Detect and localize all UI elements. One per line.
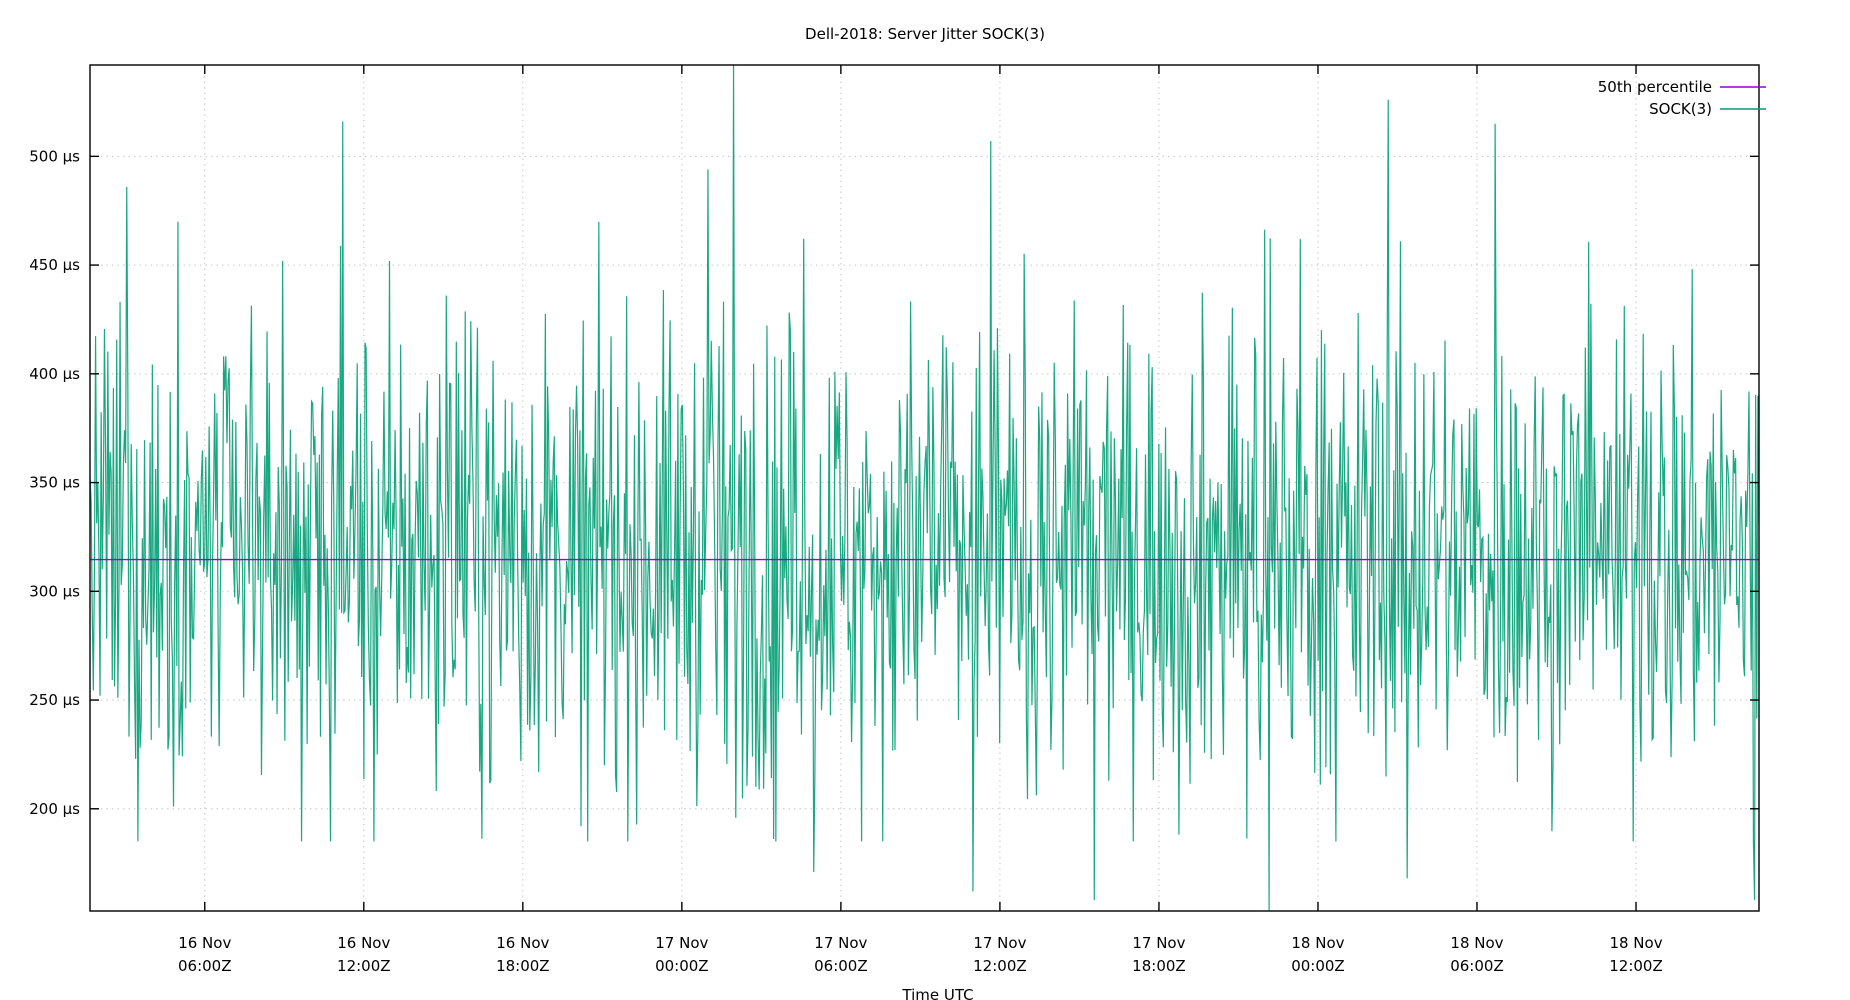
x-tick-label-time: 06:00Z xyxy=(178,957,232,975)
y-tick-label: 250 µs xyxy=(29,691,80,709)
x-tick-label-date: 17 Nov xyxy=(1132,934,1185,952)
x-tick-label-time: 18:00Z xyxy=(1132,957,1186,975)
x-axis: 16 Nov 06:00Z 16 Nov 12:00Z 16 Nov 18:00Z 17 N… xyxy=(178,65,1663,975)
x-tick-label-time: 12:00Z xyxy=(1609,957,1663,975)
x-tick-label-date: 17 Nov xyxy=(655,934,708,952)
y-tick-label: 450 µs xyxy=(29,256,80,274)
x-tick-label-time: 00:00Z xyxy=(655,957,709,975)
y-axis: 200 µs 250 µs 300 µs 350 µs 400 µs 450 µs 500 … xyxy=(29,147,1759,818)
legend: 50th percentile SOCK(3) xyxy=(1598,78,1766,118)
series-sock3-line xyxy=(90,65,1759,911)
x-tick-label-date: 18 Nov xyxy=(1450,934,1503,952)
x-tick-label-date: 17 Nov xyxy=(814,934,867,952)
chart-title: Dell-2018: Server Jitter SOCK(3) xyxy=(805,25,1045,43)
x-tick-label-time: 12:00Z xyxy=(337,957,391,975)
x-tick-label-time: 12:00Z xyxy=(973,957,1027,975)
x-tick-label-date: 18 Nov xyxy=(1609,934,1662,952)
legend-label-sock3: SOCK(3) xyxy=(1649,100,1712,118)
x-tick-label-date: 18 Nov xyxy=(1291,934,1344,952)
x-tick-label-date: 16 Nov xyxy=(496,934,549,952)
x-tick-label-time: 18:00Z xyxy=(496,957,550,975)
y-tick-label: 500 µs xyxy=(29,147,80,165)
y-tick-label: 300 µs xyxy=(29,582,80,600)
x-tick-label-date: 16 Nov xyxy=(178,934,231,952)
y-tick-label: 400 µs xyxy=(29,365,80,383)
legend-label-50th-percentile: 50th percentile xyxy=(1598,78,1712,96)
x-tick-label-date: 16 Nov xyxy=(337,934,390,952)
x-tick-label-time: 00:00Z xyxy=(1291,957,1345,975)
x-axis-label: Time UTC xyxy=(901,986,973,1000)
y-tick-label: 350 µs xyxy=(29,474,80,492)
x-tick-label-time: 06:00Z xyxy=(1450,957,1504,975)
x-tick-label-date: 17 Nov xyxy=(973,934,1026,952)
plot-series xyxy=(90,65,1759,911)
x-tick-label-time: 06:00Z xyxy=(814,957,868,975)
y-tick-label: 200 µs xyxy=(29,800,80,818)
plot-frame xyxy=(89,64,1760,912)
